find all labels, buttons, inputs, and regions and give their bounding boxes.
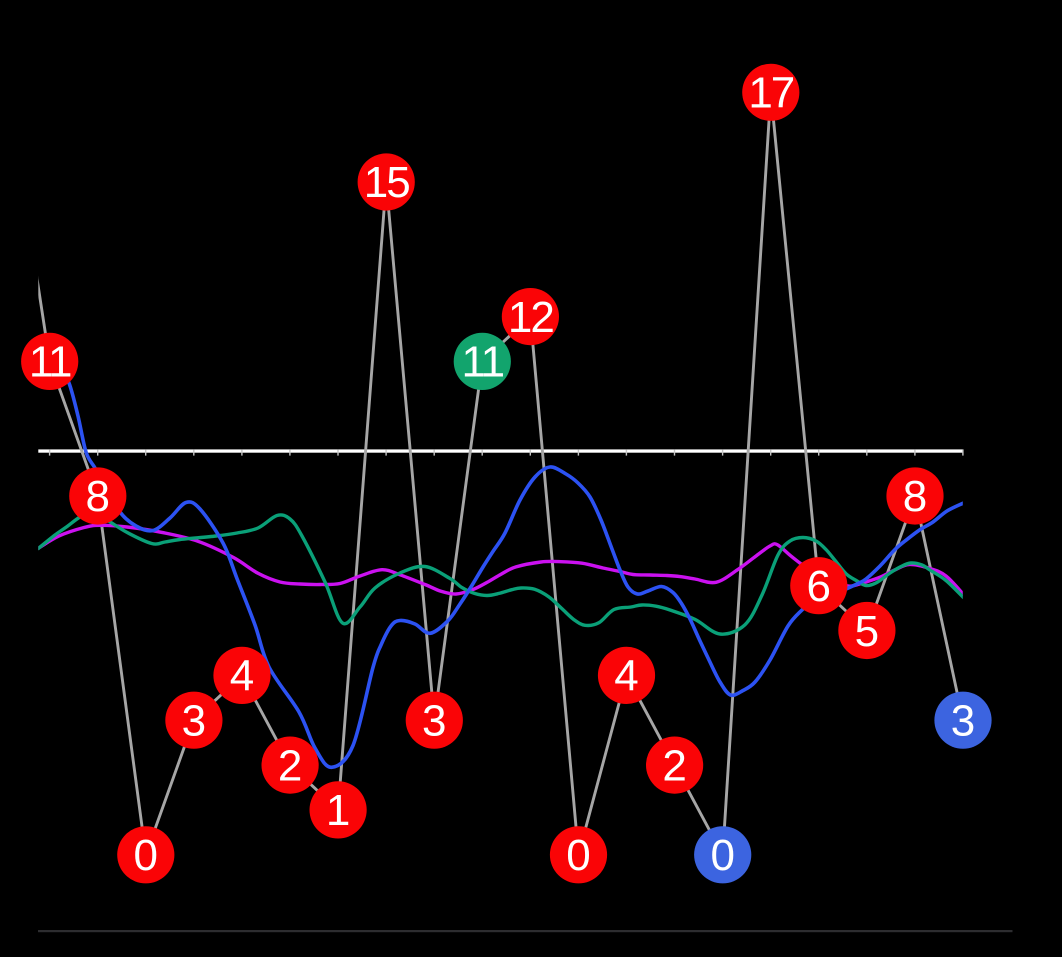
svg-text:17: 17	[748, 69, 793, 118]
svg-text:2: 2	[278, 741, 302, 790]
svg-text:5: 5	[855, 607, 879, 656]
svg-text:1: 1	[326, 786, 350, 835]
svg-text:0: 0	[710, 831, 734, 880]
svg-text:4: 4	[230, 652, 254, 701]
svg-text:3: 3	[182, 697, 206, 746]
svg-text:8: 8	[903, 472, 927, 521]
svg-text:0: 0	[134, 831, 158, 880]
svg-text:6: 6	[807, 562, 831, 611]
svg-text:3: 3	[951, 697, 975, 746]
svg-text:11: 11	[461, 338, 503, 387]
svg-text:15: 15	[364, 158, 409, 207]
svg-text:2: 2	[662, 741, 686, 790]
svg-text:12: 12	[508, 293, 553, 342]
svg-text:3: 3	[422, 697, 446, 746]
svg-text:11: 11	[29, 338, 71, 387]
svg-text:8: 8	[86, 472, 110, 521]
svg-text:0: 0	[566, 831, 590, 880]
svg-text:4: 4	[614, 652, 638, 701]
